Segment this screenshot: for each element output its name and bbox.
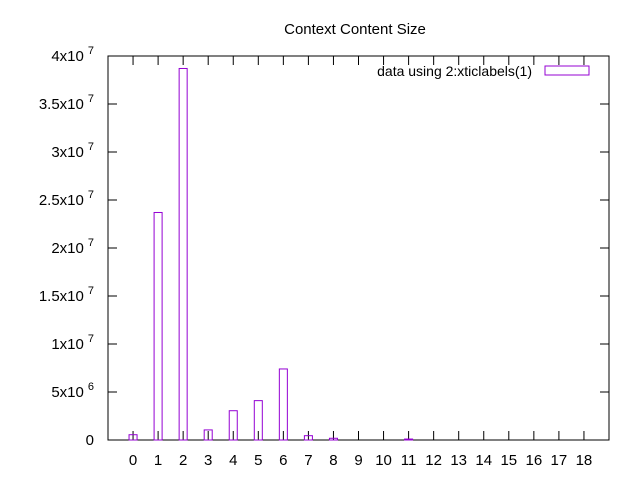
y-tick-label: 2.5x10 7	[39, 189, 94, 209]
x-tick-label: 11	[401, 452, 417, 469]
y-tick-label: 4x10 7	[51, 45, 94, 65]
x-tick-label: 2	[179, 452, 187, 469]
bar	[253, 400, 263, 441]
y-tick-label: 0	[86, 432, 94, 449]
chart-title: Context Content Size	[284, 21, 426, 38]
x-tick-label: 10	[375, 452, 392, 469]
x-tick-label: 9	[354, 452, 362, 469]
x-tick-label: 14	[475, 452, 492, 469]
x-tick-label: 13	[450, 452, 467, 469]
legend-label: data using 2:xticlabels(1)	[377, 63, 532, 79]
bar	[153, 211, 163, 441]
bars	[128, 67, 414, 441]
x-tick-label: 8	[329, 452, 337, 469]
x-tick-label: 18	[576, 452, 593, 469]
bar	[203, 429, 213, 441]
bar	[328, 437, 338, 441]
x-tick-label: 0	[129, 452, 137, 469]
y-tick-label: 3x10 7	[51, 141, 94, 161]
y-tick-label: 3.5x10 7	[39, 93, 94, 113]
bar	[303, 435, 313, 441]
x-tick-label: 7	[304, 452, 312, 469]
x-tick-label: 4	[229, 452, 237, 469]
y-tick-label: 1x10 7	[51, 333, 94, 353]
y-tick-label: 1.5x10 7	[39, 285, 94, 305]
bar	[404, 438, 414, 441]
plot-border	[107, 55, 610, 441]
x-tick-label: 15	[500, 452, 517, 469]
x-tick-label: 1	[154, 452, 162, 469]
legend-swatch	[544, 65, 590, 76]
y-tick-label: 2x10 7	[51, 237, 94, 257]
bar	[128, 434, 138, 441]
x-tick-label: 6	[279, 452, 287, 469]
bar	[278, 368, 288, 441]
bar	[178, 67, 188, 441]
y-tick-label: 5x10 6	[51, 381, 94, 401]
x-tick-label: 5	[254, 452, 262, 469]
x-tick-label: 16	[526, 452, 543, 469]
y-axis: 0 5x10 6 1x10 7 1.5x10 7 2x10 7 2.5x10 7 3x10 7 3.5x1…	[39, 45, 609, 449]
legend: data using 2:xticlabels(1)	[377, 63, 590, 79]
x-axis: 0 1 2 3 4 5 6 7 8 9 10 11 12 13 14 15 16 17 18	[129, 56, 592, 469]
x-tick-label: 17	[551, 452, 568, 469]
x-tick-label: 3	[204, 452, 212, 469]
plot-frame	[107, 55, 610, 441]
x-tick-label: 12	[425, 452, 442, 469]
bar	[228, 410, 238, 441]
